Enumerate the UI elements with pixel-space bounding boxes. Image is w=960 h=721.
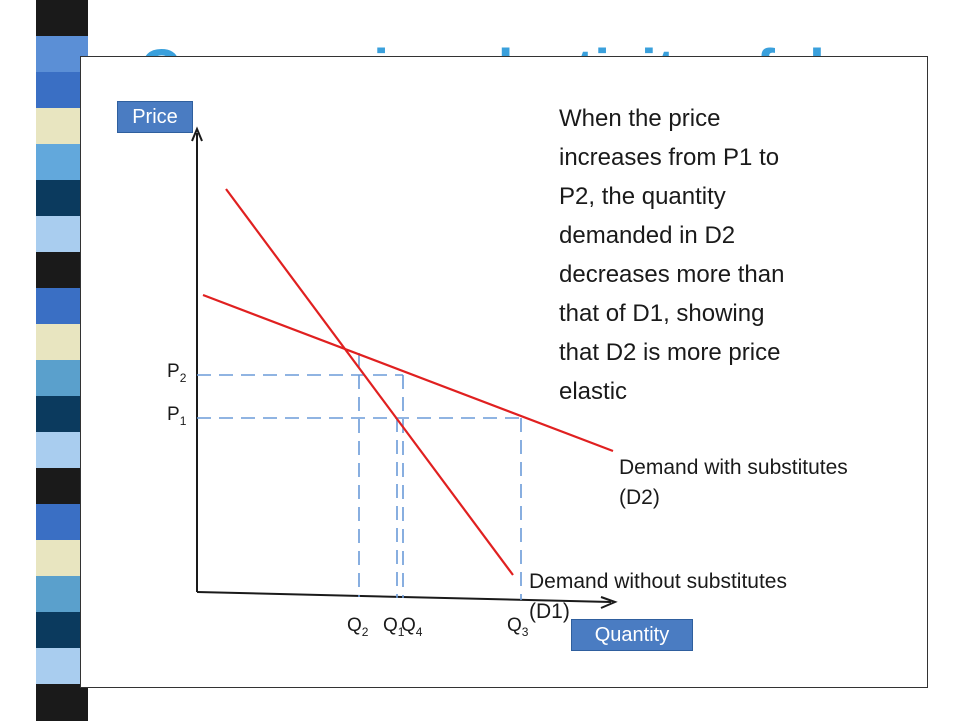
y-axis-arrow — [191, 126, 203, 142]
explanation-line: When the price — [559, 105, 721, 132]
price-axis-tag: Price — [117, 101, 193, 133]
explanation-line: elastic — [559, 378, 628, 405]
strip-block — [36, 36, 88, 73]
strip-block — [36, 0, 88, 37]
demand-curve-d1 — [225, 188, 514, 576]
strip-block — [36, 576, 88, 613]
decorative-color-strip — [36, 0, 88, 721]
price-label-p2: P2 — [167, 361, 187, 385]
x-axis — [196, 591, 612, 603]
d2-label-line1: Demand with substitutes — [619, 456, 848, 479]
strip-block — [36, 432, 88, 469]
explanation-line: that D2 is more price — [559, 339, 781, 366]
strip-block — [36, 216, 88, 253]
d1-label-line1: Demand without substitutes — [529, 570, 787, 593]
d2-label-line2: (D2) — [619, 486, 660, 509]
d1-curve-label: Demand without substitutes (D1) — [529, 567, 787, 627]
strip-block — [36, 324, 88, 361]
quantity-label-q4: Q4 — [401, 615, 423, 639]
x-axis-arrow — [600, 596, 618, 609]
strip-block — [36, 540, 88, 577]
diagram-frame: P2 P1 Q2 Q1 Q4 Q3 Price Quantity When the pr… — [80, 56, 928, 688]
strip-block — [36, 252, 88, 289]
quantity-label-q3: Q3 — [507, 615, 529, 639]
strip-block — [36, 504, 88, 541]
explanation-line: that of D1, showing — [559, 300, 765, 327]
d2-curve-label: Demand with substitutes (D2) — [619, 453, 848, 513]
strip-block — [36, 180, 88, 217]
price-label-p1: P1 — [167, 404, 187, 428]
strip-block — [36, 108, 88, 145]
strip-block — [36, 72, 88, 109]
strip-block — [36, 288, 88, 325]
strip-block — [36, 396, 88, 433]
strip-block — [36, 684, 88, 721]
explanation-line: P2, the quantity — [559, 183, 726, 210]
strip-block — [36, 360, 88, 397]
strip-block — [36, 144, 88, 181]
d1-label-line2: (D1) — [529, 600, 570, 623]
explanation-text: When the price increases from P1 to P2, th… — [559, 99, 849, 411]
axes — [191, 126, 618, 609]
dashed-guides — [197, 353, 522, 600]
quantity-label-q1: Q1 — [383, 615, 405, 639]
quantity-label-q2: Q2 — [347, 615, 369, 639]
price-tick-labels: P2 P1 — [167, 361, 187, 428]
quantity-axis-tag: Quantity — [571, 619, 693, 651]
explanation-line: decreases more than — [559, 261, 785, 288]
strip-block — [36, 648, 88, 685]
demand-curve-d2 — [202, 293, 614, 453]
explanation-line: increases from P1 to — [559, 144, 780, 171]
strip-block — [36, 468, 88, 505]
explanation-line: demanded in D2 — [559, 222, 736, 249]
strip-block — [36, 612, 88, 649]
